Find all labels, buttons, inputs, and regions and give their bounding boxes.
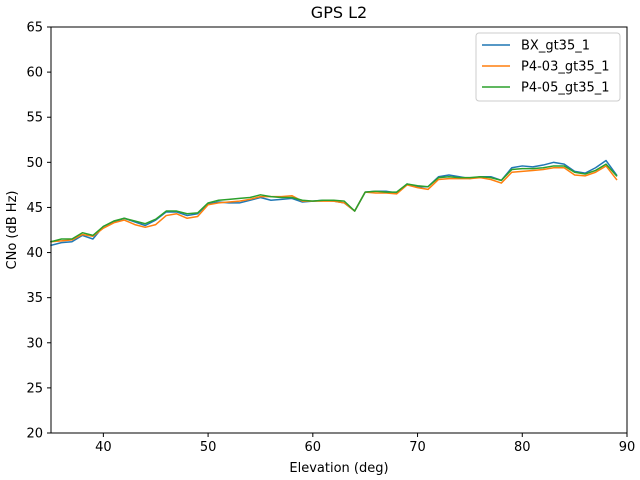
legend: BX_gt35_1 P4-03_gt35_1 P4-05_gt35_1 bbox=[475, 32, 621, 102]
y-axis-label: CNo (dB Hz) bbox=[5, 191, 20, 270]
y-tick-label: 55 bbox=[26, 111, 43, 126]
y-tick-label: 35 bbox=[26, 291, 43, 306]
x-axis-label: Elevation (deg) bbox=[289, 461, 388, 476]
series-line-p4-03-gt35-1 bbox=[50, 165, 618, 243]
y-tick-label: 45 bbox=[26, 201, 43, 216]
x-tick-label: 50 bbox=[200, 440, 217, 455]
y-tick-label: 30 bbox=[26, 336, 43, 351]
series-layer bbox=[50, 159, 618, 247]
x-tick-label: 60 bbox=[305, 440, 322, 455]
chart-title: GPS L2 bbox=[311, 3, 367, 22]
x-tick-label: 80 bbox=[514, 440, 531, 455]
series-line-p4-05-gt35-1 bbox=[50, 163, 618, 243]
plot-frame bbox=[50, 26, 628, 434]
y-tick-label: 65 bbox=[26, 21, 43, 36]
x-axis: 40 50 60 70 80 90 bbox=[95, 433, 635, 455]
legend-label-bx-gt35-1: BX_gt35_1 bbox=[521, 39, 590, 54]
x-tick-label: 90 bbox=[619, 440, 636, 455]
legend-box bbox=[475, 32, 621, 102]
x-tick-label: 40 bbox=[95, 440, 112, 455]
y-tick-label: 50 bbox=[26, 156, 43, 171]
y-tick-label: 25 bbox=[26, 381, 43, 396]
y-axis: 20 25 30 35 40 45 50 55 60 65 bbox=[26, 21, 51, 442]
x-tick-label: 70 bbox=[409, 440, 426, 455]
y-tick-label: 20 bbox=[26, 427, 43, 442]
legend-label-p4-03-gt35-1: P4-03_gt35_1 bbox=[521, 60, 610, 75]
y-tick-label: 60 bbox=[26, 66, 43, 81]
legend-label-p4-05-gt35-1: P4-05_gt35_1 bbox=[521, 81, 610, 96]
y-tick-label: 40 bbox=[26, 246, 43, 261]
